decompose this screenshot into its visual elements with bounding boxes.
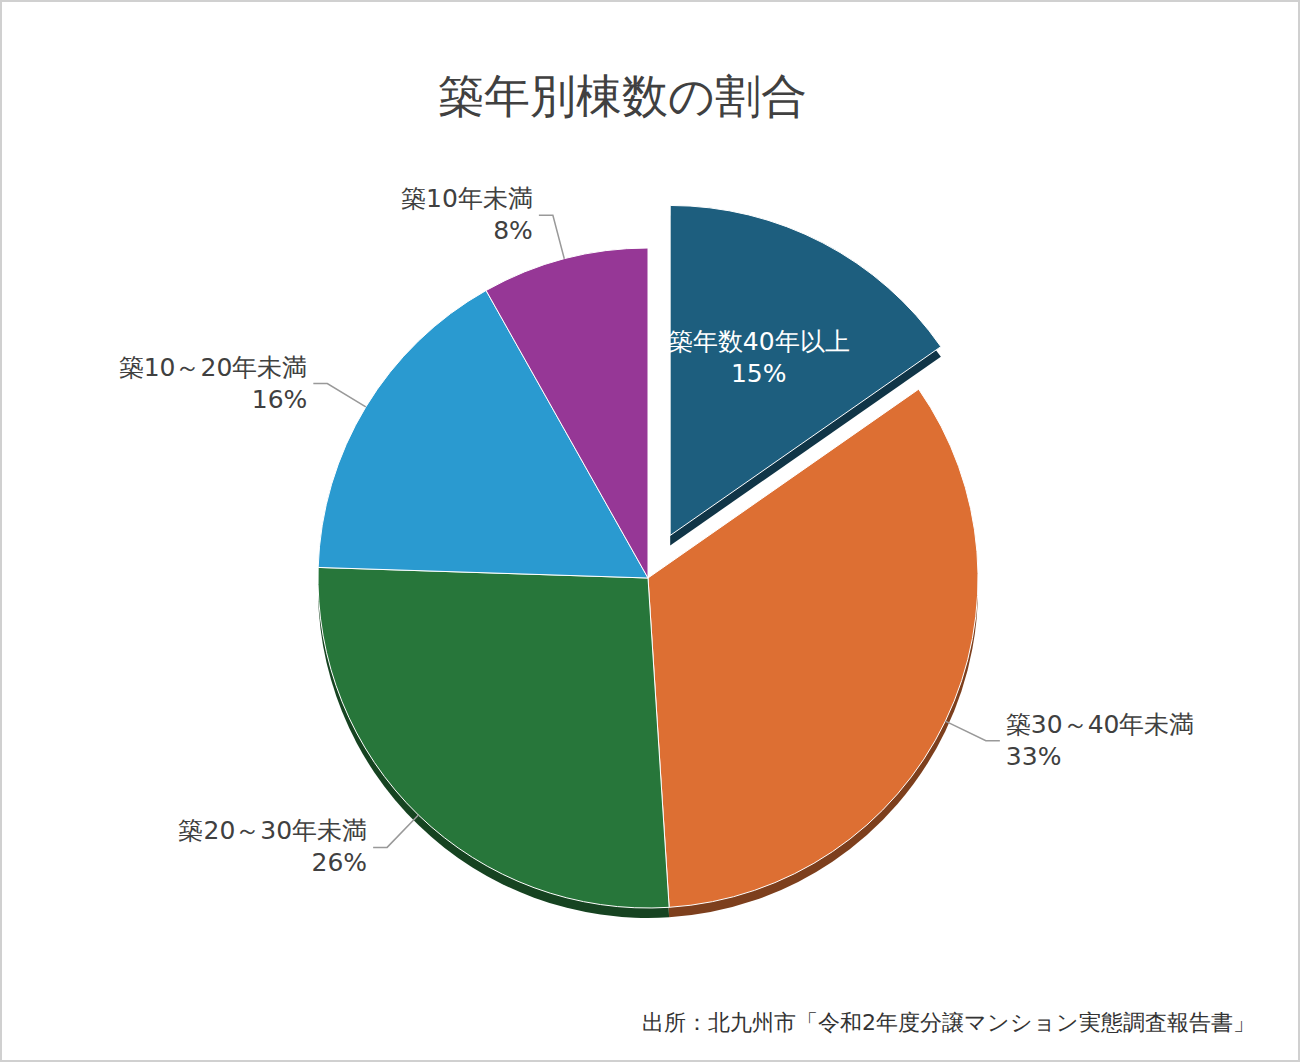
slice-category: 築年数40年以上 bbox=[668, 327, 850, 356]
pie bbox=[318, 205, 978, 908]
background bbox=[1, 1, 1299, 1061]
source: 出所：北九州市「令和2年度分譲マンション実態調査報告書」 bbox=[642, 1010, 1255, 1035]
slice bbox=[648, 389, 978, 907]
chart: 築年別棟数の割合築年数40年以上 15% 築30～40年未満 33% 築20～30年未満… bbox=[0, 0, 1300, 1062]
data-label: 16% bbox=[252, 385, 308, 414]
leader-line bbox=[945, 721, 1000, 741]
leader-line bbox=[373, 815, 418, 847]
slice-category: 築10年未満 bbox=[401, 184, 533, 213]
data-labels: 築年数40年以上 15% 築30～40年未満 33% 築20～30年未満 26% 築10～2… bbox=[119, 184, 1195, 877]
title: 築年別棟数の割合 bbox=[438, 69, 807, 123]
slice-category: 築30～40年未満 bbox=[1006, 710, 1195, 739]
slice bbox=[486, 248, 648, 578]
data-label: 15% bbox=[731, 359, 787, 388]
leader-line bbox=[539, 215, 564, 259]
slice bbox=[318, 567, 669, 908]
slice-category: 築10～20年未満 bbox=[119, 353, 308, 382]
data-label: 8% bbox=[493, 216, 533, 245]
leader-line bbox=[313, 384, 365, 407]
data-label: 26% bbox=[312, 848, 368, 877]
slice-category: 築20～30年未満 bbox=[178, 816, 367, 845]
data-label: 33% bbox=[1006, 742, 1062, 771]
